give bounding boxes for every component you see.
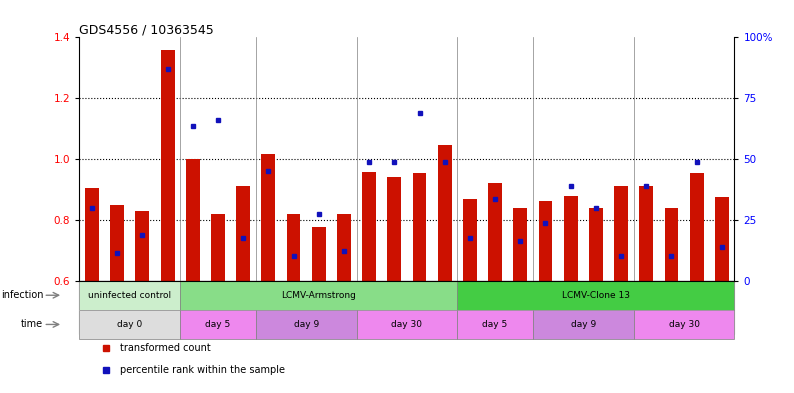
Bar <box>533 310 634 339</box>
Bar <box>136 211 149 281</box>
Bar <box>457 281 483 334</box>
Bar <box>608 281 634 334</box>
Text: percentile rank within the sample: percentile rank within the sample <box>120 365 285 375</box>
Bar <box>85 188 99 281</box>
Text: infection: infection <box>1 290 44 300</box>
Bar <box>639 186 653 281</box>
Bar <box>564 196 577 281</box>
Bar <box>180 310 256 339</box>
Text: LCMV-Clone 13: LCMV-Clone 13 <box>562 291 630 300</box>
Bar <box>312 226 326 281</box>
Bar <box>331 281 357 334</box>
Bar <box>287 214 300 281</box>
Text: day 0: day 0 <box>118 320 142 329</box>
Bar <box>306 281 331 334</box>
Text: transformed count: transformed count <box>120 343 210 353</box>
Bar <box>155 281 180 334</box>
Bar <box>457 310 533 339</box>
Bar <box>256 281 281 334</box>
Bar <box>715 197 729 281</box>
Bar <box>357 310 457 339</box>
Text: day 9: day 9 <box>571 320 596 329</box>
Bar <box>634 310 734 339</box>
Bar <box>261 154 276 281</box>
Text: day 30: day 30 <box>669 320 700 329</box>
Bar <box>79 281 105 334</box>
Bar <box>79 281 180 310</box>
Bar <box>407 281 432 334</box>
Text: day 30: day 30 <box>391 320 422 329</box>
Text: GDS4556 / 10363545: GDS4556 / 10363545 <box>79 23 214 36</box>
Bar <box>488 183 502 281</box>
Bar <box>237 186 250 281</box>
Bar <box>281 281 306 334</box>
Text: uninfected control: uninfected control <box>88 291 172 300</box>
Text: time: time <box>21 320 44 329</box>
Bar <box>432 281 457 334</box>
Bar <box>382 281 407 334</box>
Bar <box>362 172 376 281</box>
Bar <box>709 281 734 334</box>
Bar <box>457 281 734 310</box>
Bar <box>206 281 230 334</box>
Bar <box>589 208 603 281</box>
Bar <box>186 159 200 281</box>
Bar <box>180 281 206 334</box>
Bar <box>129 281 155 334</box>
Bar <box>256 310 357 339</box>
Bar <box>558 281 584 334</box>
Bar <box>634 281 659 334</box>
Text: day 5: day 5 <box>206 320 230 329</box>
Bar <box>211 214 225 281</box>
Bar <box>463 199 477 281</box>
Bar <box>690 173 703 281</box>
Bar <box>180 281 457 310</box>
Bar <box>160 50 175 281</box>
Bar <box>105 281 129 334</box>
Bar <box>110 205 124 281</box>
Bar <box>514 208 527 281</box>
Bar <box>230 281 256 334</box>
Bar <box>387 177 401 281</box>
Bar <box>584 281 608 334</box>
Bar <box>437 145 452 281</box>
Bar <box>665 208 678 281</box>
Bar <box>413 173 426 281</box>
Bar <box>357 281 382 334</box>
Bar <box>538 201 553 281</box>
Bar <box>507 281 533 334</box>
Bar <box>337 214 351 281</box>
Text: day 5: day 5 <box>483 320 507 329</box>
Bar <box>659 281 684 334</box>
Bar <box>684 281 709 334</box>
Bar <box>483 281 507 334</box>
Text: day 9: day 9 <box>294 320 318 329</box>
Text: LCMV-Armstrong: LCMV-Armstrong <box>281 291 357 300</box>
Bar <box>614 186 628 281</box>
Bar <box>533 281 558 334</box>
Bar <box>79 310 180 339</box>
